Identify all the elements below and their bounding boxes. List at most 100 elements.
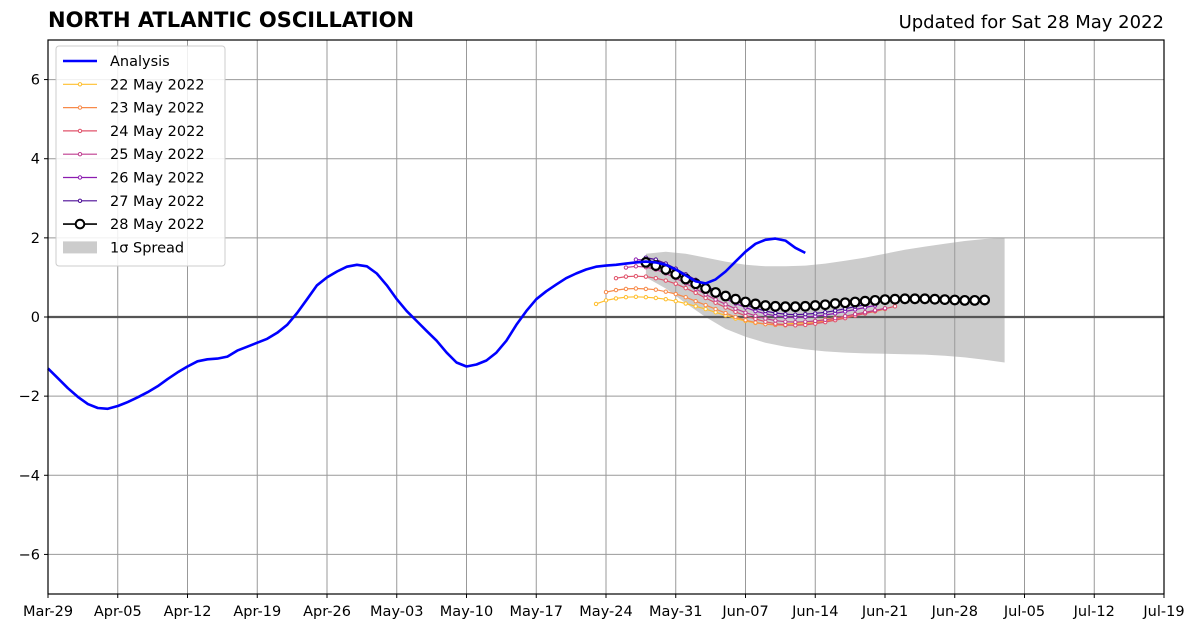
x-tick-label: Jun-28 [931, 604, 978, 620]
forecast-point [663, 289, 668, 294]
legend-label: 26 May 2022 [110, 171, 205, 187]
legend-label: 22 May 2022 [110, 77, 205, 93]
x-tick-label: Jun-21 [861, 604, 908, 620]
forecast-point [633, 294, 639, 300]
forecast-point [862, 310, 868, 315]
forecast-point [603, 298, 609, 303]
forecast-point [653, 295, 659, 301]
forecast-point [623, 274, 629, 279]
forecast-point [733, 306, 738, 311]
forecast-point [753, 320, 758, 325]
forecast-point [869, 294, 881, 306]
forecast-point [633, 274, 639, 279]
forecast-point [773, 310, 778, 316]
forecast-point [623, 265, 629, 270]
forecast-point [653, 276, 659, 281]
forecast-point [723, 310, 728, 316]
forecast-point [753, 313, 758, 319]
y-tick-label: 0 [31, 310, 40, 326]
forecast-point [643, 274, 649, 279]
forecast-point [813, 311, 818, 316]
forecast-point [703, 302, 708, 308]
forecast-point [773, 318, 778, 323]
forecast-point [743, 317, 748, 323]
y-tick-label: 4 [31, 152, 40, 168]
legend-box [55, 45, 226, 267]
forecast-point [713, 306, 718, 312]
forecast-point [623, 286, 629, 292]
forecast-point [832, 315, 838, 321]
forecast-point [779, 301, 791, 313]
forecast-point [789, 301, 801, 313]
forecast-point [959, 294, 971, 306]
forecast-point [740, 296, 751, 308]
forecast-point [809, 300, 821, 311]
forecast-point [703, 295, 708, 301]
analysis-line [47, 237, 806, 411]
forecast-point [693, 298, 698, 304]
x-tick-label: May-24 [579, 604, 632, 620]
legend-label: 28 May 2022 [110, 217, 205, 233]
x-tick-label: May-17 [510, 604, 563, 620]
x-tick-label: Jun-07 [721, 604, 768, 620]
forecast-point [613, 276, 619, 281]
forecast-point [593, 301, 599, 307]
x-tick-label: May-31 [649, 604, 702, 620]
y-tick-label: −4 [19, 468, 40, 484]
y-tick-label: −2 [19, 389, 40, 405]
x-tick-label: Jul-12 [1073, 604, 1115, 620]
forecast-point [819, 299, 831, 311]
x-tick-label: Jul-19 [1142, 604, 1184, 620]
forecast-point [839, 297, 851, 309]
forecast-point [823, 310, 828, 315]
forecast-point [730, 293, 741, 305]
forecast-point [633, 286, 639, 291]
forecast-point [763, 316, 768, 321]
forecast-point [879, 294, 891, 305]
forecast-point [760, 300, 771, 311]
legend-marker [77, 128, 83, 134]
legend-label: 25 May 2022 [110, 147, 205, 163]
forecast-point [683, 285, 688, 291]
forecast-point [720, 290, 731, 302]
forecast-point [613, 296, 619, 301]
forecast-point [882, 306, 888, 311]
legend-marker [77, 105, 83, 110]
forecast-point [673, 281, 678, 286]
forecast-point [929, 293, 941, 305]
forecast-point [673, 291, 678, 297]
forecast-point [633, 264, 639, 269]
forecast-point [803, 319, 808, 324]
forecast-point [803, 312, 808, 317]
x-tick-label: Apr-19 [233, 604, 281, 620]
x-tick-label: Apr-05 [94, 604, 142, 620]
forecast-point [783, 319, 788, 324]
forecast-point [889, 293, 901, 305]
legend-marker [74, 218, 86, 230]
forecast-point [750, 298, 761, 310]
forecast-point [829, 298, 841, 309]
forecast-point [723, 302, 728, 307]
forecast-point [832, 308, 838, 313]
forecast-point [823, 317, 828, 322]
forecast-point [733, 314, 738, 320]
forecast-point [703, 306, 708, 312]
y-tick-label: −6 [19, 547, 40, 563]
forecast-point [939, 294, 951, 305]
legend-label: 23 May 2022 [110, 101, 205, 117]
forecast-point [813, 318, 818, 324]
legend-swatch [63, 241, 97, 254]
forecast-point [793, 312, 798, 317]
legend-label: 1σ Spread [110, 240, 184, 256]
forecast-point [663, 278, 668, 283]
forecast-point [623, 295, 629, 300]
legend-marker [77, 152, 83, 157]
forecast-point [673, 298, 678, 304]
x-tick-label: Jul-05 [1003, 604, 1045, 620]
forecast-point [849, 296, 861, 308]
forecast-point [799, 300, 811, 312]
plot-frame [47, 39, 1165, 595]
forecast-point [613, 287, 619, 293]
forecast-point [769, 300, 781, 312]
forecast-point [852, 312, 858, 317]
